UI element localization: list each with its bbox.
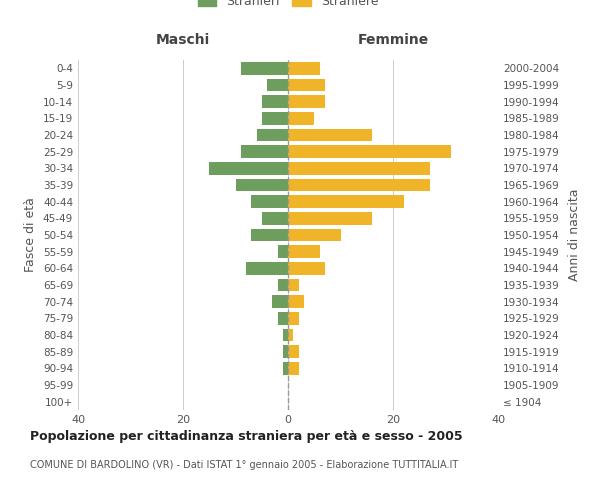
Y-axis label: Fasce di età: Fasce di età (25, 198, 37, 272)
Text: Popolazione per cittadinanza straniera per età e sesso - 2005: Popolazione per cittadinanza straniera p… (30, 430, 463, 443)
Bar (283, 329, 288, 341)
Bar (251, 196, 288, 208)
Bar (241, 62, 288, 74)
Bar (288, 346, 299, 358)
Bar (288, 129, 372, 141)
Bar (288, 179, 430, 192)
Bar (283, 362, 288, 374)
Bar (241, 146, 288, 158)
Bar (288, 296, 304, 308)
Bar (288, 79, 325, 92)
Bar (209, 162, 288, 174)
Legend: Stranieri, Straniere: Stranieri, Straniere (194, 0, 382, 12)
Text: Maschi: Maschi (156, 32, 210, 46)
Bar (288, 229, 341, 241)
Bar (288, 279, 299, 291)
Bar (288, 62, 320, 74)
Bar (277, 246, 288, 258)
Text: Femmine: Femmine (358, 32, 428, 46)
Bar (272, 296, 288, 308)
Bar (288, 329, 293, 341)
Bar (288, 96, 325, 108)
Bar (288, 146, 451, 158)
Bar (262, 112, 288, 124)
Bar (262, 212, 288, 224)
Y-axis label: Anni di nascita: Anni di nascita (568, 188, 581, 281)
Bar (283, 346, 288, 358)
Bar (288, 312, 299, 324)
Bar (288, 246, 320, 258)
Bar (262, 96, 288, 108)
Bar (251, 229, 288, 241)
Bar (257, 129, 288, 141)
Bar (288, 112, 314, 124)
Bar (288, 262, 325, 274)
Text: COMUNE DI BARDOLINO (VR) - Dati ISTAT 1° gennaio 2005 - Elaborazione TUTTITALIA.: COMUNE DI BARDOLINO (VR) - Dati ISTAT 1°… (30, 460, 458, 470)
Bar (277, 279, 288, 291)
Bar (235, 179, 288, 192)
Bar (277, 312, 288, 324)
Bar (267, 79, 288, 92)
Bar (288, 362, 299, 374)
Bar (288, 162, 430, 174)
Bar (288, 196, 404, 208)
Bar (246, 262, 288, 274)
Bar (288, 212, 372, 224)
